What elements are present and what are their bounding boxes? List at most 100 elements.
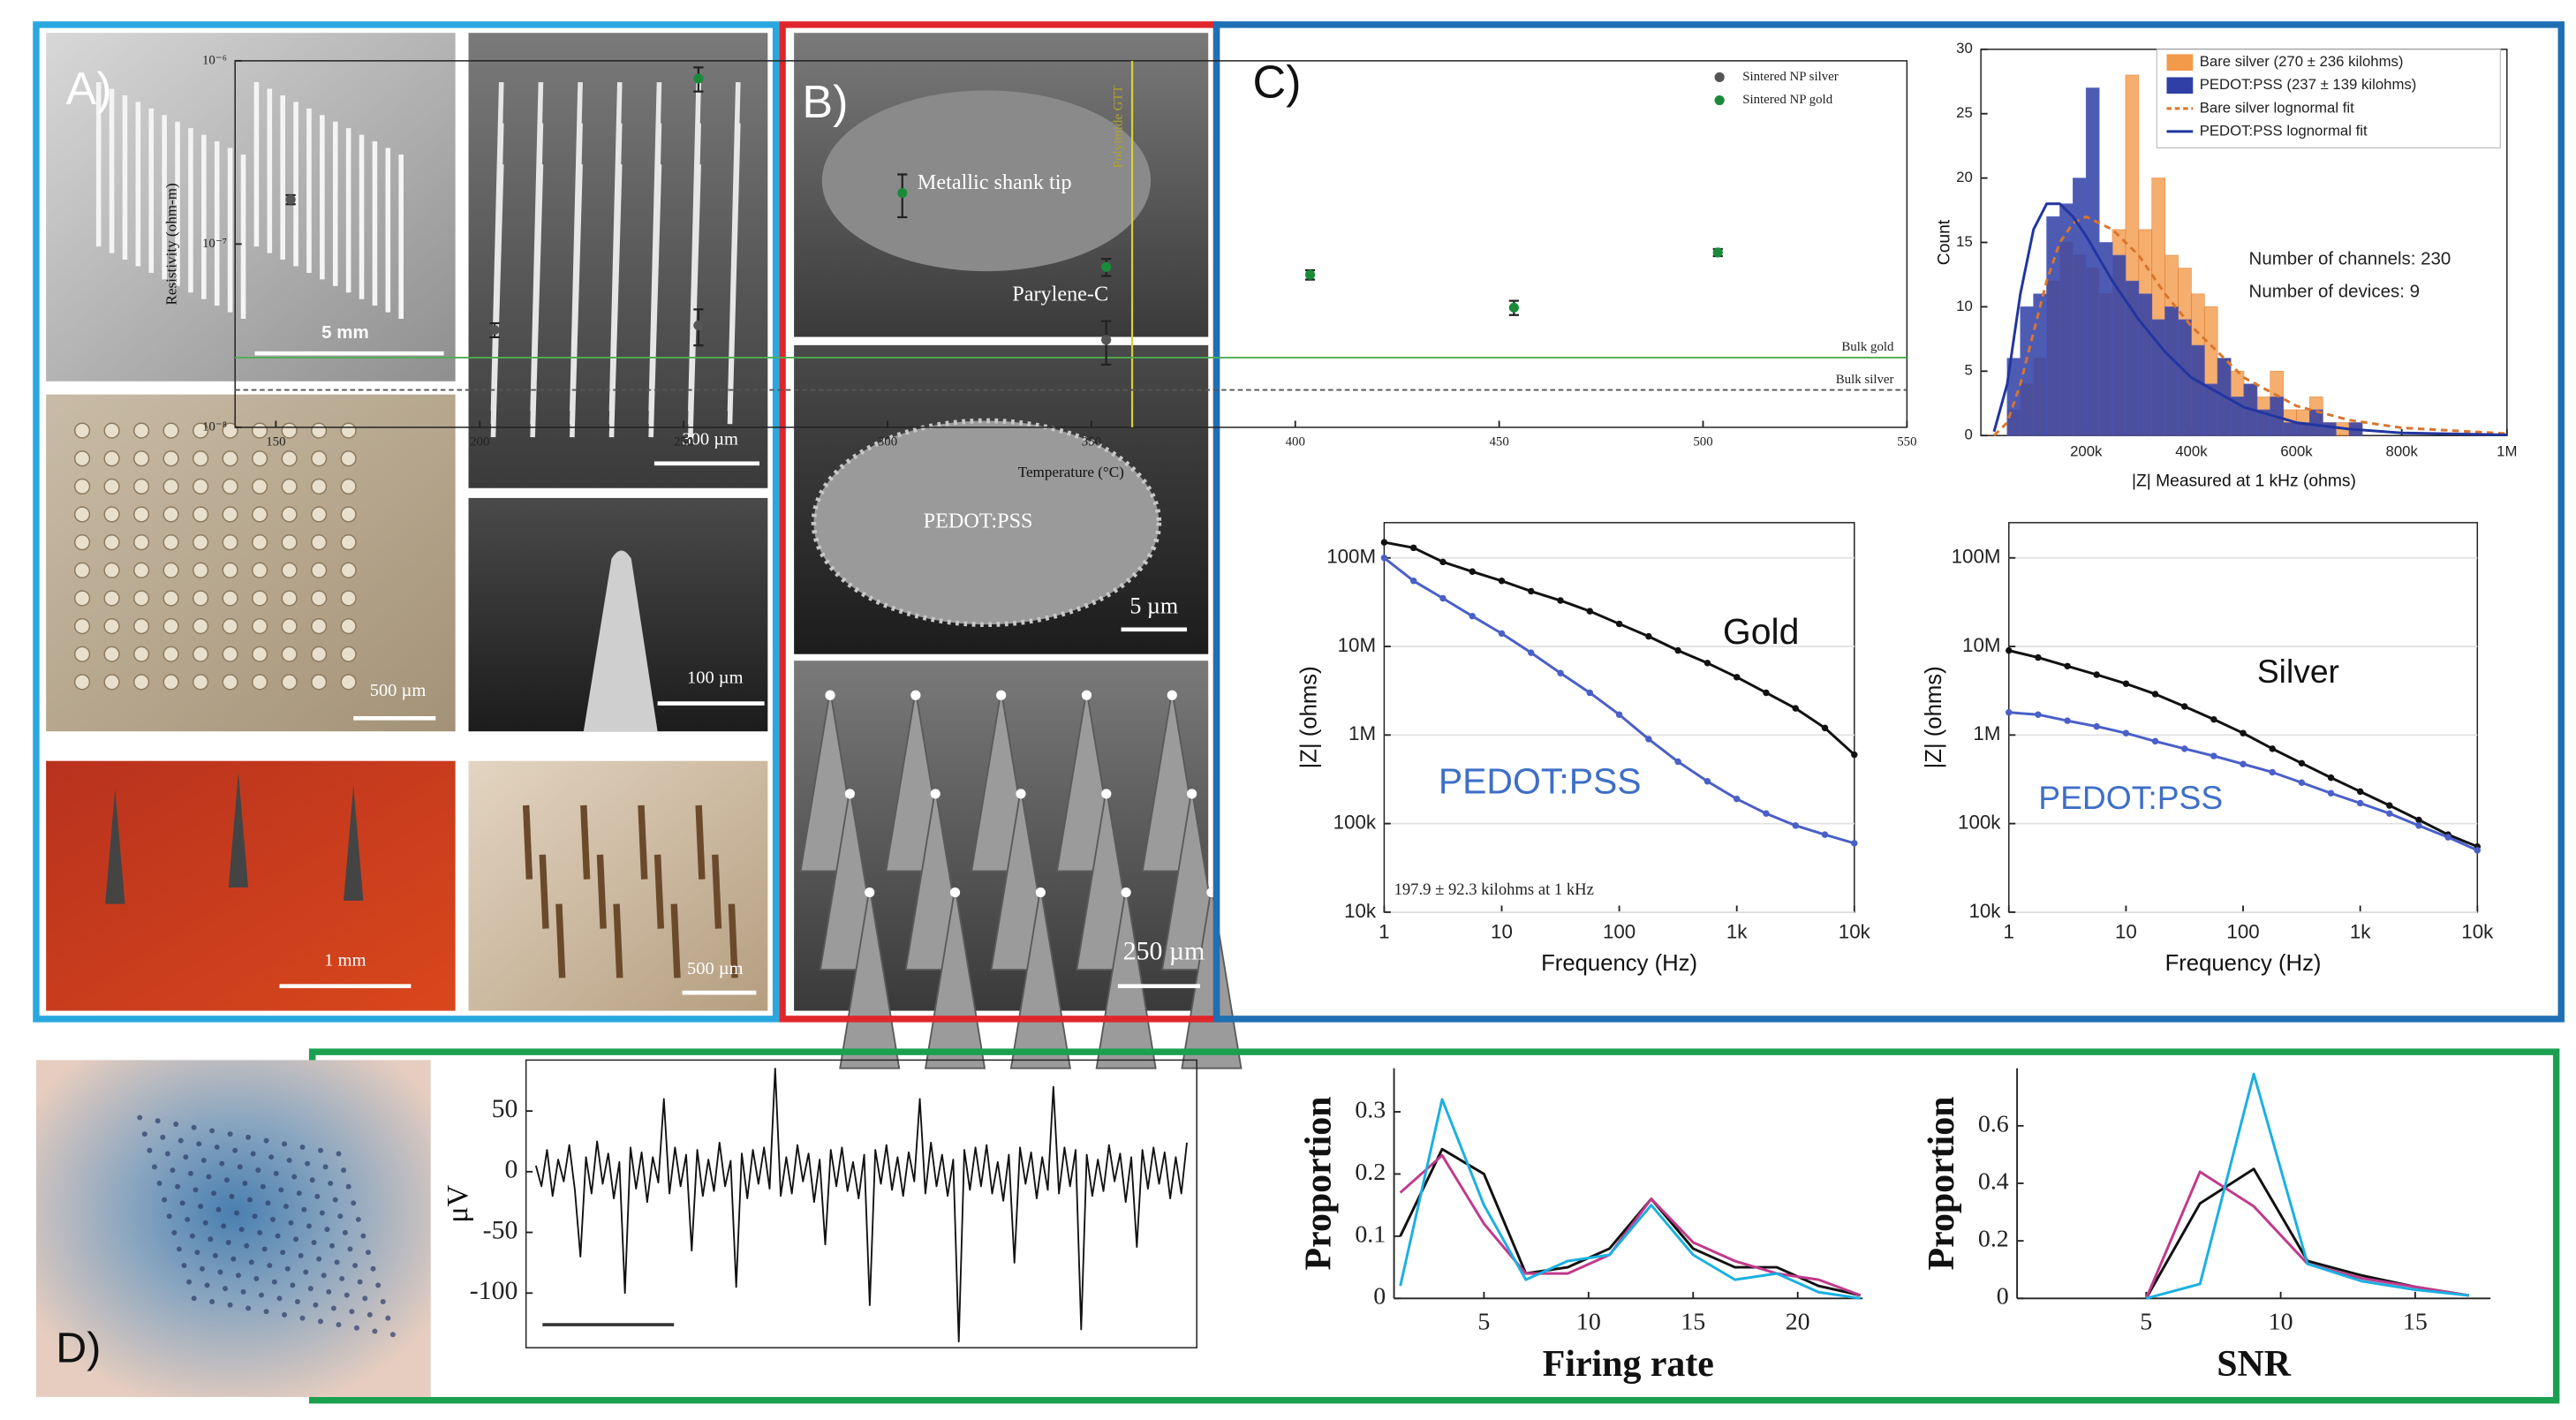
photo-detail xyxy=(162,506,179,523)
photo-detail xyxy=(360,1233,366,1239)
data-point xyxy=(2093,722,2100,730)
photo-detail xyxy=(268,1154,275,1160)
photo-detail xyxy=(596,854,607,929)
x-tick-label: 200 xyxy=(470,434,489,449)
photo-detail xyxy=(73,674,91,691)
y-tick-label: 1M xyxy=(1348,722,1376,744)
photo-detail xyxy=(342,1229,348,1235)
photo-detail xyxy=(73,646,91,662)
data-point xyxy=(2415,822,2422,829)
photo-detail xyxy=(340,534,357,551)
photo-detail xyxy=(246,1197,253,1203)
photo-detail xyxy=(187,1170,193,1176)
photo-detail xyxy=(192,478,209,495)
photo-detail xyxy=(385,1315,391,1321)
data-line xyxy=(1399,1153,1862,1297)
photo-detail xyxy=(228,772,249,888)
photo-detail xyxy=(162,534,179,551)
x-tick-label: 1 xyxy=(1379,921,1389,943)
x-axis-label: Temperature (°C) xyxy=(1018,464,1124,480)
photo-detail xyxy=(181,1263,187,1269)
photo-detail xyxy=(294,1299,300,1304)
photo-detail xyxy=(162,646,179,662)
photo-detail xyxy=(311,422,328,439)
photo-detail xyxy=(246,1134,252,1140)
photo-detail xyxy=(162,562,179,578)
photo-detail xyxy=(811,418,1162,628)
data-point xyxy=(1409,544,1417,552)
series-label: Gold xyxy=(1723,611,1799,652)
caption: Metallic shank tip xyxy=(918,170,1072,194)
photo-detail xyxy=(996,690,1007,700)
photo-detail xyxy=(257,1229,263,1235)
photo-detail xyxy=(251,450,268,467)
photo-detail xyxy=(222,422,238,439)
photo-detail xyxy=(103,506,120,523)
photo-detail xyxy=(73,562,91,578)
photo-detail xyxy=(137,1114,143,1121)
data-point xyxy=(2444,834,2451,841)
data-point xyxy=(2006,646,2013,654)
photo-detail xyxy=(173,1122,179,1127)
y-tick-label: 25 xyxy=(1956,104,1973,121)
photo-detail xyxy=(265,1200,271,1206)
data-point xyxy=(1821,831,1829,838)
photo-detail xyxy=(222,562,238,578)
data-point xyxy=(285,194,296,205)
photo-detail xyxy=(340,674,357,691)
panel-label: B) xyxy=(802,77,848,128)
photo-detail xyxy=(281,590,298,607)
photo-detail xyxy=(727,123,741,425)
photo-detail xyxy=(341,1167,347,1174)
data-point xyxy=(1498,630,1506,638)
reference-label: Bulk silver xyxy=(1836,373,1894,387)
photo-detail xyxy=(229,1193,235,1199)
photo-detail xyxy=(275,1233,281,1239)
photo-detail xyxy=(344,1292,350,1298)
photo-detail xyxy=(321,1273,327,1279)
x-tick-label: 500 xyxy=(1693,434,1712,449)
fit-line xyxy=(1992,202,2507,436)
y-tick-label: 10⁻⁶ xyxy=(202,53,227,67)
photo-detail xyxy=(930,789,941,799)
photo-detail xyxy=(340,422,357,439)
data-point xyxy=(1101,335,1112,345)
data-point xyxy=(1703,660,1711,667)
y-axis-label: Resistivity (ohm-m) xyxy=(162,183,179,305)
photo-detail xyxy=(555,903,566,978)
photo-detail xyxy=(103,562,120,578)
histogram-bar xyxy=(2178,319,2192,436)
photo-detail xyxy=(281,478,298,495)
photo-detail xyxy=(105,789,125,904)
photo-detail xyxy=(137,1114,396,1338)
fit-line xyxy=(1992,215,2507,437)
data-point xyxy=(2240,760,2247,767)
data-point xyxy=(1528,587,1535,595)
photo-detail xyxy=(339,1275,345,1281)
photo-detail xyxy=(73,617,91,635)
photo-detail xyxy=(375,1282,381,1288)
photo-detail xyxy=(234,1210,240,1216)
legend-swatch xyxy=(2166,54,2194,72)
legend-label: Sintered NP silver xyxy=(1742,70,1839,84)
photo-detail xyxy=(103,646,120,662)
photo-detail xyxy=(324,1227,330,1233)
photo-detail xyxy=(712,854,722,929)
photo-detail xyxy=(1095,887,1157,1069)
panel-b: B) Metallic shank tip Parylene-C PEDOT:P… xyxy=(779,21,1243,1069)
data-point xyxy=(2180,703,2188,710)
chart: 150 200 250 300 350 400 450 500 550 10⁻⁸ 10⁻⁷ 10⁻⁶ T… xyxy=(162,53,1916,480)
photo-detail xyxy=(1121,888,1131,898)
photo-detail xyxy=(309,1177,315,1183)
photo-detail xyxy=(301,1206,307,1212)
photo-detail xyxy=(251,562,268,578)
photo-detail xyxy=(270,1216,276,1222)
photo-detail xyxy=(1101,789,1112,799)
photo-detail xyxy=(185,1216,191,1222)
scale-label: 1 mm xyxy=(324,950,366,970)
y-tick-label: 30 xyxy=(1956,40,1973,57)
data-point xyxy=(489,325,500,336)
data-point xyxy=(1439,594,1447,602)
photo-detail xyxy=(330,1305,336,1311)
photo-detail xyxy=(170,1167,176,1174)
